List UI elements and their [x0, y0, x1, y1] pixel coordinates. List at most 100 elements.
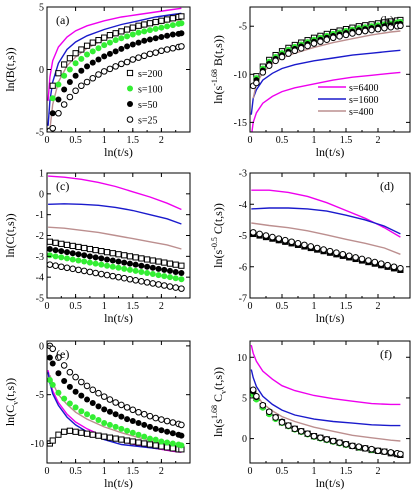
data-point — [374, 447, 382, 455]
data-point — [106, 50, 113, 57]
plot-area — [250, 344, 404, 458]
data-point — [169, 22, 176, 29]
data-point — [81, 244, 88, 252]
data-point — [78, 392, 85, 399]
data-point — [81, 258, 88, 265]
data-point — [138, 262, 145, 269]
y-tick-label: -2 — [36, 231, 44, 242]
data-point — [98, 261, 105, 268]
data-point — [66, 427, 73, 434]
panel-c: 0 0.5 1 1.5 2 -5 -4 -3 -2 -1 0 1 (c) ln(t/s) ln(C(t,s)… — [3, 169, 191, 325]
data-point — [106, 65, 114, 73]
x-tick-label: 0.5 — [276, 301, 289, 312]
data-point — [336, 439, 343, 446]
x-tick-label: 2 — [376, 466, 381, 477]
panel-label: (b) — [380, 13, 394, 27]
data-point — [164, 23, 171, 30]
data-point — [66, 383, 73, 390]
panel-b: 0 0.5 1 1.5 2 -15 -10 -5 (b) ln(t/s) ln(s-1.68 B(t… — [210, 6, 411, 159]
series-line — [250, 344, 401, 406]
y-axis-label: ln(s1.68 Cv(t,s)) — [210, 367, 228, 437]
data-point — [60, 362, 68, 369]
data-point — [98, 255, 105, 262]
data-point — [141, 440, 148, 447]
data-point — [129, 56, 137, 63]
data-point — [112, 411, 119, 418]
legend-swatch — [127, 85, 133, 92]
data-point — [120, 274, 128, 282]
data-point — [178, 442, 185, 449]
data-point — [178, 30, 185, 37]
data-point — [106, 39, 113, 46]
data-point — [329, 437, 337, 445]
data-point — [272, 414, 279, 421]
data-point — [149, 280, 157, 287]
data-point — [78, 46, 85, 53]
data-point — [124, 427, 131, 434]
series-line — [252, 389, 401, 442]
y-tick-label: 0 — [39, 189, 44, 200]
data-point — [381, 24, 388, 32]
y-tick-label: -10 — [31, 439, 44, 450]
data-point — [152, 442, 159, 449]
x-tick-label: 0 — [248, 301, 253, 312]
data-point — [66, 93, 74, 101]
data-point — [146, 20, 154, 27]
data-point — [146, 36, 153, 43]
data-point — [317, 38, 324, 45]
data-point — [135, 22, 142, 29]
data-point — [55, 109, 62, 117]
data-point — [158, 24, 165, 31]
y-axis-label: ln(C(t,s)) — [3, 213, 17, 257]
data-point — [109, 257, 116, 264]
data-point — [253, 393, 260, 400]
y-tick-label: -10 — [234, 70, 247, 81]
data-point — [368, 26, 375, 34]
x-tick-label: 0.5 — [276, 135, 289, 146]
data-point — [52, 262, 59, 270]
data-point — [349, 442, 356, 450]
x-tick-label: 0 — [45, 466, 50, 477]
y-tick-label: -3 — [36, 252, 44, 263]
data-point — [253, 79, 260, 87]
data-point — [368, 445, 375, 453]
data-point — [69, 242, 76, 250]
data-point — [135, 439, 142, 446]
data-point — [132, 267, 139, 274]
data-point — [278, 419, 286, 426]
series-line — [47, 12, 182, 126]
plot-area — [250, 16, 404, 132]
data-point — [144, 256, 151, 263]
data-point — [288, 238, 295, 246]
series-line — [250, 49, 401, 115]
y-tick-label: -15 — [234, 118, 247, 129]
x-tick-label: 1 — [312, 135, 317, 146]
data-point — [163, 417, 171, 425]
data-point — [320, 246, 327, 253]
data-point — [152, 35, 159, 42]
data-point — [66, 79, 73, 85]
panel-label: (d) — [380, 179, 394, 193]
data-point — [118, 425, 125, 432]
y-tick-label: 0 — [39, 341, 44, 352]
data-point — [89, 74, 97, 82]
data-point — [115, 251, 122, 258]
data-point — [361, 27, 369, 35]
x-tick-label: 1 — [102, 301, 107, 312]
data-point — [141, 28, 148, 35]
plot-area — [47, 175, 185, 292]
data-point — [164, 428, 171, 435]
y-tick-label: -5 — [239, 231, 247, 242]
data-point — [72, 428, 79, 435]
data-point — [297, 427, 305, 435]
x-tick-label: 2 — [159, 135, 164, 146]
data-point — [164, 16, 171, 23]
data-point — [158, 47, 165, 55]
y-tick-label: 10 — [237, 353, 247, 364]
data-point — [265, 408, 273, 416]
data-point — [106, 434, 114, 441]
data-point — [135, 419, 142, 426]
data-point — [115, 258, 122, 265]
series-line — [48, 175, 182, 211]
